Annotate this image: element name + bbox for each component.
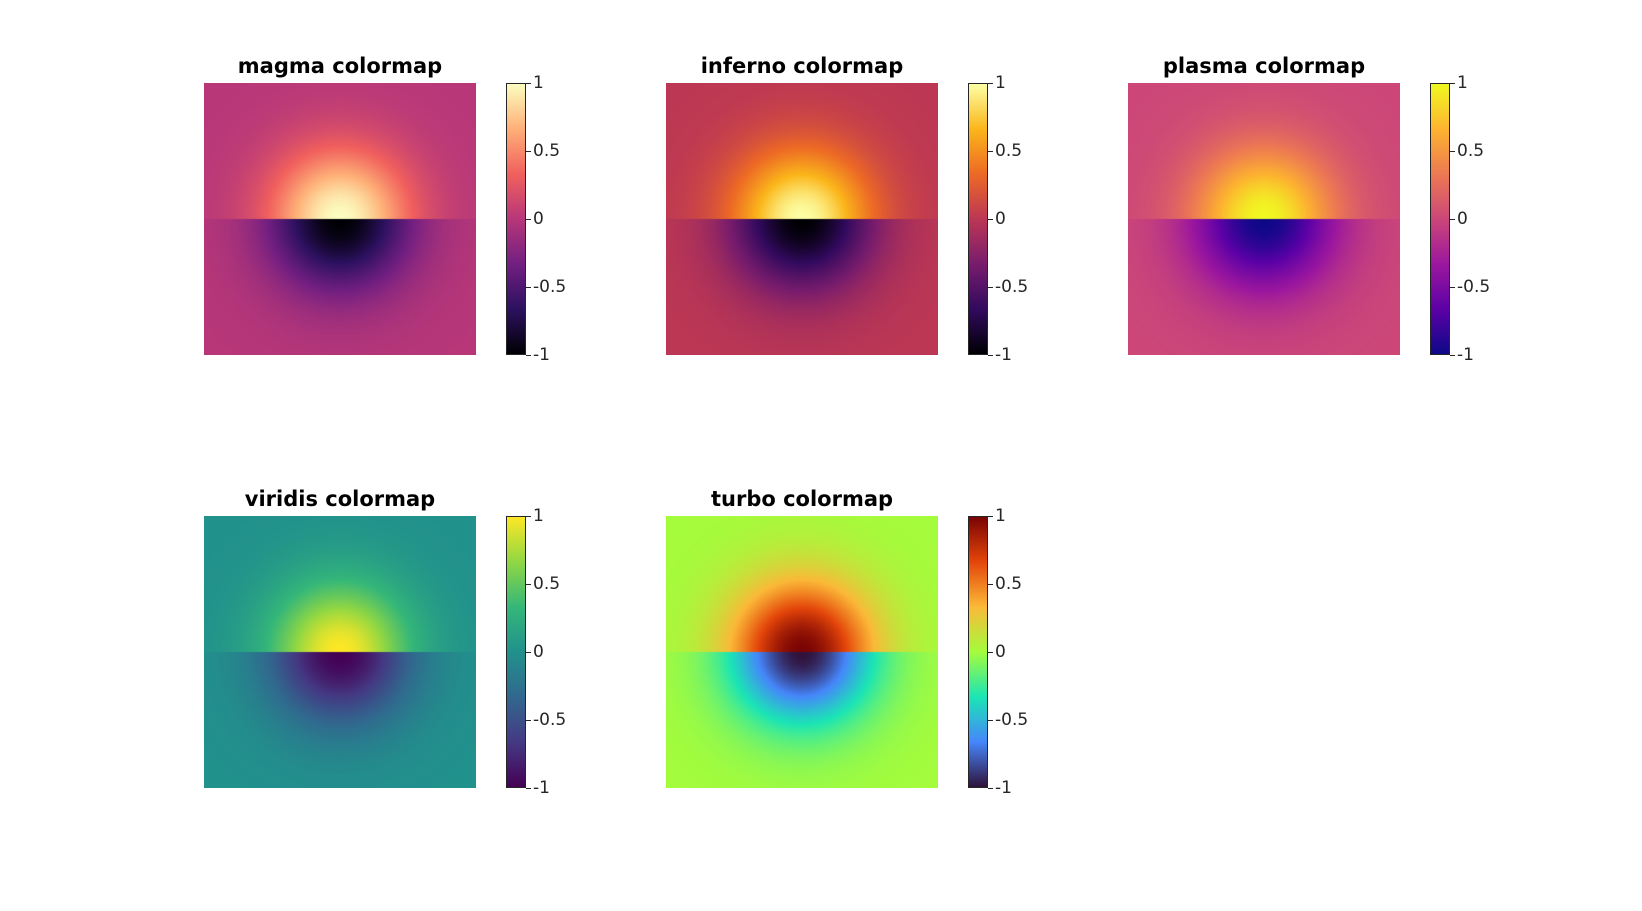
- colorbar-tick: [988, 354, 993, 356]
- plasma-chart: plasma colormap 1 0.5 0 -0.5 -1: [1128, 54, 1508, 374]
- colorbar-tick: [1450, 82, 1455, 84]
- inferno-chart: inferno colormap 1 0.5 0 -0.5 -1: [666, 54, 1046, 374]
- colorbar-tick-label: 0: [533, 642, 544, 662]
- colorbar-tick-label: -1: [995, 345, 1012, 365]
- turbo-colorbar: [968, 516, 988, 788]
- colorbar-tick-label: -0.5: [1457, 277, 1491, 297]
- colorbar-tick-label: 0: [995, 642, 1006, 662]
- colorbar-tick: [1450, 286, 1455, 288]
- inferno-colorbar: [968, 83, 988, 355]
- colorbar-tick: [1450, 354, 1455, 356]
- magma-chart: magma colormap 1 0.5 0 -0.5 -1: [204, 54, 584, 374]
- turbo-chart: turbo colormap 1 0.5 0 -0.5 -1: [666, 487, 1046, 807]
- chart-title: turbo colormap: [710, 487, 894, 511]
- colorbar-tick-label: 1: [995, 73, 1006, 93]
- colorbar-tick: [988, 150, 993, 152]
- chart-title: inferno colormap: [700, 54, 904, 78]
- colorbar-tick: [526, 218, 531, 220]
- chart-title: plasma colormap: [1162, 54, 1366, 78]
- colorbar-tick: [526, 150, 531, 152]
- colorbar-tick-label: 0: [1457, 209, 1468, 229]
- colorbar-tick-label: 1: [1457, 73, 1468, 93]
- colorbar-tick-label: -0.5: [995, 710, 1029, 730]
- chart-title: viridis colormap: [244, 487, 436, 511]
- colorbar-tick: [1450, 150, 1455, 152]
- plasma-colorbar: [1430, 83, 1450, 355]
- magma-heatmap: [204, 83, 476, 355]
- colorbar-tick: [988, 515, 993, 517]
- turbo-heatmap: [666, 516, 938, 788]
- colorbar-tick: [988, 286, 993, 288]
- colorbar-tick: [526, 82, 531, 84]
- colorbar-tick: [526, 651, 531, 653]
- colorbar-tick-label: -0.5: [533, 277, 567, 297]
- colorbar-tick: [988, 787, 993, 789]
- colorbar-tick: [988, 218, 993, 220]
- colorbar-tick-label: -1: [995, 778, 1012, 798]
- plasma-heatmap: [1128, 83, 1400, 355]
- magma-colorbar: [506, 83, 526, 355]
- colorbar-tick-label: 1: [533, 506, 544, 526]
- colorbar-tick: [988, 651, 993, 653]
- colorbar-tick-label: -1: [1457, 345, 1474, 365]
- colorbar-tick-label: 0.5: [533, 574, 561, 594]
- colorbar-tick-label: 0.5: [995, 141, 1023, 161]
- colorbar-tick-label: 0.5: [995, 574, 1023, 594]
- colorbar-tick-label: 0.5: [533, 141, 561, 161]
- colorbar-tick-label: 1: [995, 506, 1006, 526]
- colorbar-tick: [988, 583, 993, 585]
- colorbar-tick-label: -0.5: [995, 277, 1029, 297]
- colorbar-tick-label: 0.5: [1457, 141, 1485, 161]
- colorbar-tick: [526, 787, 531, 789]
- colorbar-tick: [526, 583, 531, 585]
- colorbar-tick: [526, 515, 531, 517]
- colorbar-tick: [526, 286, 531, 288]
- colorbar-tick: [988, 719, 993, 721]
- viridis-chart: viridis colormap 1 0.5 0 -0.5 -1: [204, 487, 584, 807]
- colorbar-tick-label: -1: [533, 345, 550, 365]
- colorbar-tick: [1450, 218, 1455, 220]
- colorbar-tick-label: 1: [533, 73, 544, 93]
- inferno-heatmap: [666, 83, 938, 355]
- viridis-heatmap: [204, 516, 476, 788]
- viridis-colorbar: [506, 516, 526, 788]
- colorbar-tick-label: 0: [995, 209, 1006, 229]
- colorbar-tick-label: 0: [533, 209, 544, 229]
- chart-title: magma colormap: [237, 54, 443, 78]
- colorbar-tick: [526, 719, 531, 721]
- colorbar-tick-label: -0.5: [533, 710, 567, 730]
- colorbar-tick: [988, 82, 993, 84]
- colorbar-tick-label: -1: [533, 778, 550, 798]
- colorbar-tick: [526, 354, 531, 356]
